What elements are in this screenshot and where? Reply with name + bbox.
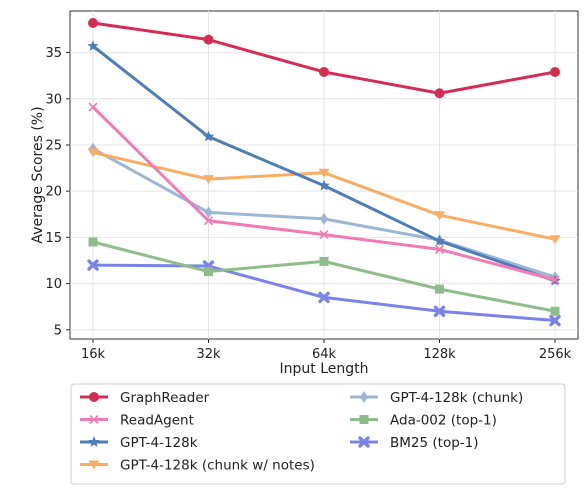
y-tick-label: 35: [45, 46, 62, 61]
legend-label: Ada-002 (top-1): [390, 413, 497, 429]
marker-triangle-down: [549, 235, 561, 245]
marker-triangle-down: [88, 460, 100, 470]
x-tick-label: 256k: [539, 347, 572, 362]
marker-star: [202, 130, 215, 142]
y-tick-label: 30: [45, 92, 62, 107]
y-tick-label: 25: [45, 138, 62, 153]
y-tick-label: 20: [45, 185, 62, 200]
marker-square: [204, 267, 213, 277]
marker-square: [319, 256, 329, 266]
marker-x: [88, 102, 98, 112]
marker-x: [89, 414, 99, 425]
marker-square: [550, 306, 560, 316]
marker-square: [359, 415, 369, 424]
series-readagent: [88, 102, 560, 285]
marker-circle: [89, 392, 99, 402]
legend-label: GPT-4-128k (chunk): [390, 390, 523, 406]
series-bm25-top-1: [87, 259, 561, 327]
marker-triangle-down: [318, 168, 330, 178]
legend-item: GPT-4-128k (chunk): [350, 390, 523, 406]
y-tick-label: 15: [45, 231, 62, 246]
marker-x: [434, 244, 445, 254]
marker-circle: [434, 88, 445, 99]
marker-circle: [550, 66, 560, 77]
marker-diamond: [204, 206, 213, 219]
legend-box: [70, 383, 566, 485]
marker-x-bold: [358, 436, 370, 448]
y-tick-label: 5: [54, 323, 62, 338]
x-tick-label: 128k: [423, 347, 456, 362]
legend-item: GPT-4-128k (chunk w/ notes): [80, 458, 315, 474]
legend-label: GPT-4-128k: [120, 435, 198, 451]
y-axis-label: Average Scores (%): [30, 106, 46, 243]
marker-star: [88, 436, 100, 447]
marker-triangle-down: [434, 211, 445, 221]
x-tick-label: 64k: [312, 347, 337, 362]
legend-item: ReadAgent: [80, 413, 194, 429]
legend-item: GPT-4-128k: [80, 435, 198, 451]
marker-circle: [88, 18, 98, 29]
legend: GraphReader ReadAgent GPT-4-128k GPT-4-128k…: [70, 383, 566, 485]
x-tick-label: 32k: [196, 347, 221, 362]
marker-diamond: [320, 212, 328, 225]
marker-square: [435, 284, 444, 294]
marker-x-bold: [318, 291, 330, 304]
y-axis-ticks: 5 10 15 20 25 30 35: [45, 46, 70, 338]
legend-item: BM25 (top-1): [350, 435, 479, 451]
marker-diamond: [360, 391, 368, 403]
marker-star: [433, 235, 446, 246]
series-gpt-4-128k-chunk-w-notes: [87, 148, 561, 245]
legend-label: ReadAgent: [120, 413, 194, 429]
series-graphreader: [88, 18, 560, 99]
marker-x-bold: [549, 314, 561, 327]
marker-x-bold: [433, 305, 446, 317]
x-tick-label: 16k: [81, 347, 106, 362]
marker-star: [87, 40, 99, 51]
legend-label: GraphReader: [120, 390, 210, 406]
legend-item: GraphReader: [80, 390, 210, 406]
marker-circle: [203, 34, 214, 45]
marker-square: [88, 237, 98, 247]
series-lines: [87, 18, 561, 327]
marker-star: [318, 179, 330, 191]
series-ada-002-top-1: [88, 237, 560, 316]
legend-label: GPT-4-128k (chunk w/ notes): [120, 458, 315, 474]
marker-x: [550, 275, 560, 285]
marker-circle: [319, 66, 329, 77]
marker-x: [203, 216, 214, 226]
y-tick-label: 10: [45, 277, 62, 292]
legend-label: BM25 (top-1): [390, 435, 479, 451]
marker-x-bold: [87, 259, 99, 271]
marker-triangle-down: [87, 148, 99, 158]
legend-item: Ada-002 (top-1): [350, 413, 497, 429]
marker-x: [319, 230, 329, 240]
marker-triangle-down: [203, 175, 214, 185]
x-axis-ticks: 16k 32k 64k 128k 256k: [81, 339, 572, 362]
x-axis-label: Input Length: [280, 361, 369, 377]
